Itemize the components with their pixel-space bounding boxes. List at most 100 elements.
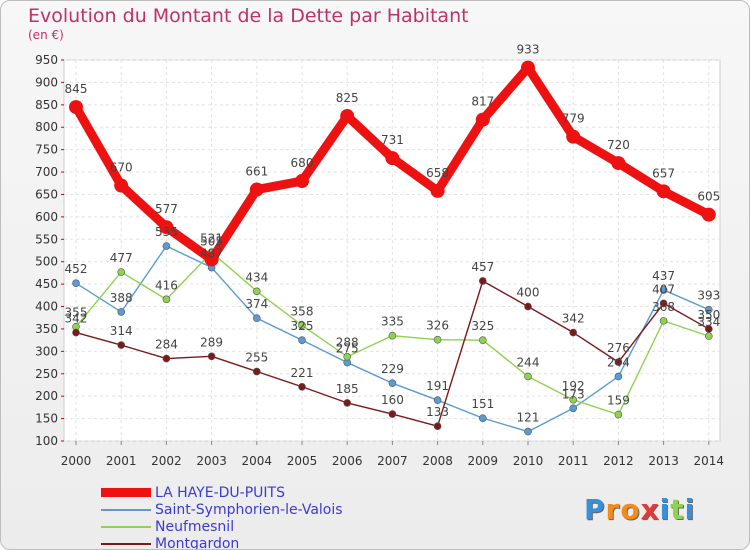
data-point xyxy=(430,183,445,198)
y-tick-label: 900 xyxy=(35,75,58,89)
data-label: 121 xyxy=(517,411,540,425)
chart-subtitle: (en €) xyxy=(28,28,64,42)
data-point xyxy=(69,100,83,115)
y-tick-label: 250 xyxy=(35,367,58,381)
x-tick-label: 2003 xyxy=(196,454,227,468)
data-label: 334 xyxy=(697,315,720,329)
plot-area xyxy=(63,59,721,442)
data-label: 335 xyxy=(381,315,404,329)
data-label: 400 xyxy=(517,286,540,300)
x-tick-label: 2010 xyxy=(513,454,544,468)
data-point xyxy=(704,332,713,340)
data-label: 325 xyxy=(471,319,494,333)
y-tick-label: 450 xyxy=(35,277,58,291)
data-label: 407 xyxy=(652,282,675,296)
data-label: 159 xyxy=(607,394,630,408)
data-point xyxy=(298,321,306,330)
data-label: 731 xyxy=(381,133,404,147)
x-tick-label: 2006 xyxy=(332,454,363,468)
x-tick-label: 2004 xyxy=(242,454,273,468)
data-point xyxy=(388,331,397,340)
data-label: 521 xyxy=(200,231,223,245)
data-label: 275 xyxy=(336,342,359,356)
x-tick-label: 2014 xyxy=(694,454,725,468)
y-tick-label: 650 xyxy=(35,187,58,201)
data-label: 657 xyxy=(652,166,675,180)
data-point xyxy=(388,379,397,387)
data-point xyxy=(298,336,306,344)
y-tick-label: 950 xyxy=(35,53,58,67)
data-label: 487 xyxy=(200,247,223,261)
data-label: 779 xyxy=(562,112,585,126)
data-point xyxy=(701,207,716,222)
y-tick-label: 300 xyxy=(35,344,58,358)
data-label: 605 xyxy=(697,190,720,204)
data-label: 680 xyxy=(291,156,314,170)
data-point xyxy=(611,156,626,171)
data-point xyxy=(388,410,397,418)
data-label: 173 xyxy=(562,387,585,401)
data-label: 185 xyxy=(336,382,359,396)
legend-swatch xyxy=(101,488,151,497)
data-point xyxy=(569,328,578,337)
data-point xyxy=(614,410,623,419)
data-point xyxy=(340,109,355,124)
data-point xyxy=(204,252,219,267)
data-label: 457 xyxy=(471,260,494,274)
data-label: 452 xyxy=(65,262,88,276)
data-label: 825 xyxy=(336,91,359,105)
data-label: 437 xyxy=(652,269,675,283)
data-point xyxy=(249,182,264,197)
data-label: 477 xyxy=(110,251,133,265)
data-label: 720 xyxy=(607,138,630,152)
data-label: 244 xyxy=(517,355,540,369)
data-point xyxy=(478,277,487,285)
data-label: 255 xyxy=(245,351,268,365)
data-label: 221 xyxy=(291,366,314,380)
data-point xyxy=(117,308,125,316)
data-label: 416 xyxy=(155,278,178,292)
proxiti-logo: Proxiti xyxy=(584,493,696,526)
y-tick-label: 200 xyxy=(35,389,58,403)
data-point xyxy=(704,325,713,333)
data-label: 151 xyxy=(471,397,494,411)
data-point xyxy=(114,178,129,193)
y-tick-label: 150 xyxy=(35,412,58,426)
y-tick-label: 600 xyxy=(35,210,58,224)
data-label: 388 xyxy=(110,291,133,305)
data-label: 350 xyxy=(697,308,720,322)
data-point xyxy=(72,328,80,337)
legend-swatch xyxy=(101,508,151,511)
data-point xyxy=(433,422,442,431)
data-label: 817 xyxy=(471,95,494,109)
data-point xyxy=(253,314,261,322)
data-point xyxy=(159,220,174,235)
data-label: 160 xyxy=(381,393,404,407)
data-label: 276 xyxy=(607,341,630,355)
x-tick-label: 2001 xyxy=(106,454,137,468)
legend-swatch xyxy=(101,542,151,545)
data-point xyxy=(478,336,487,344)
data-label: 845 xyxy=(65,82,88,96)
data-label: 658 xyxy=(426,166,449,180)
data-point xyxy=(566,129,581,144)
legend-label: LA HAYE-DU-PUITS xyxy=(155,484,285,501)
y-tick-label: 100 xyxy=(35,434,58,448)
data-point xyxy=(253,287,261,296)
data-point xyxy=(524,372,532,381)
x-tick-label: 2012 xyxy=(603,454,634,468)
data-label: 368 xyxy=(652,300,675,314)
data-point xyxy=(117,341,125,349)
data-point xyxy=(253,367,261,376)
legend-label: Neufmesnil xyxy=(155,518,235,535)
data-label: 393 xyxy=(697,289,720,303)
data-label: 314 xyxy=(110,324,133,338)
data-point xyxy=(704,305,713,314)
chart-legend: LA HAYE-DU-PUITS Saint-Symphorien-le-Valo… xyxy=(101,484,343,549)
y-tick-label: 350 xyxy=(35,322,58,336)
data-label: 434 xyxy=(245,270,268,284)
legend-item: Montgardon xyxy=(101,535,343,549)
data-label: 933 xyxy=(517,43,540,57)
